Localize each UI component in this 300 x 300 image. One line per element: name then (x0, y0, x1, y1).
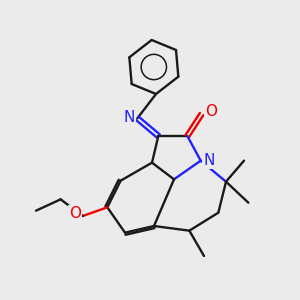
Text: N: N (203, 153, 215, 168)
Text: N: N (123, 110, 135, 125)
Text: O: O (205, 104, 217, 119)
Text: O: O (69, 206, 81, 221)
